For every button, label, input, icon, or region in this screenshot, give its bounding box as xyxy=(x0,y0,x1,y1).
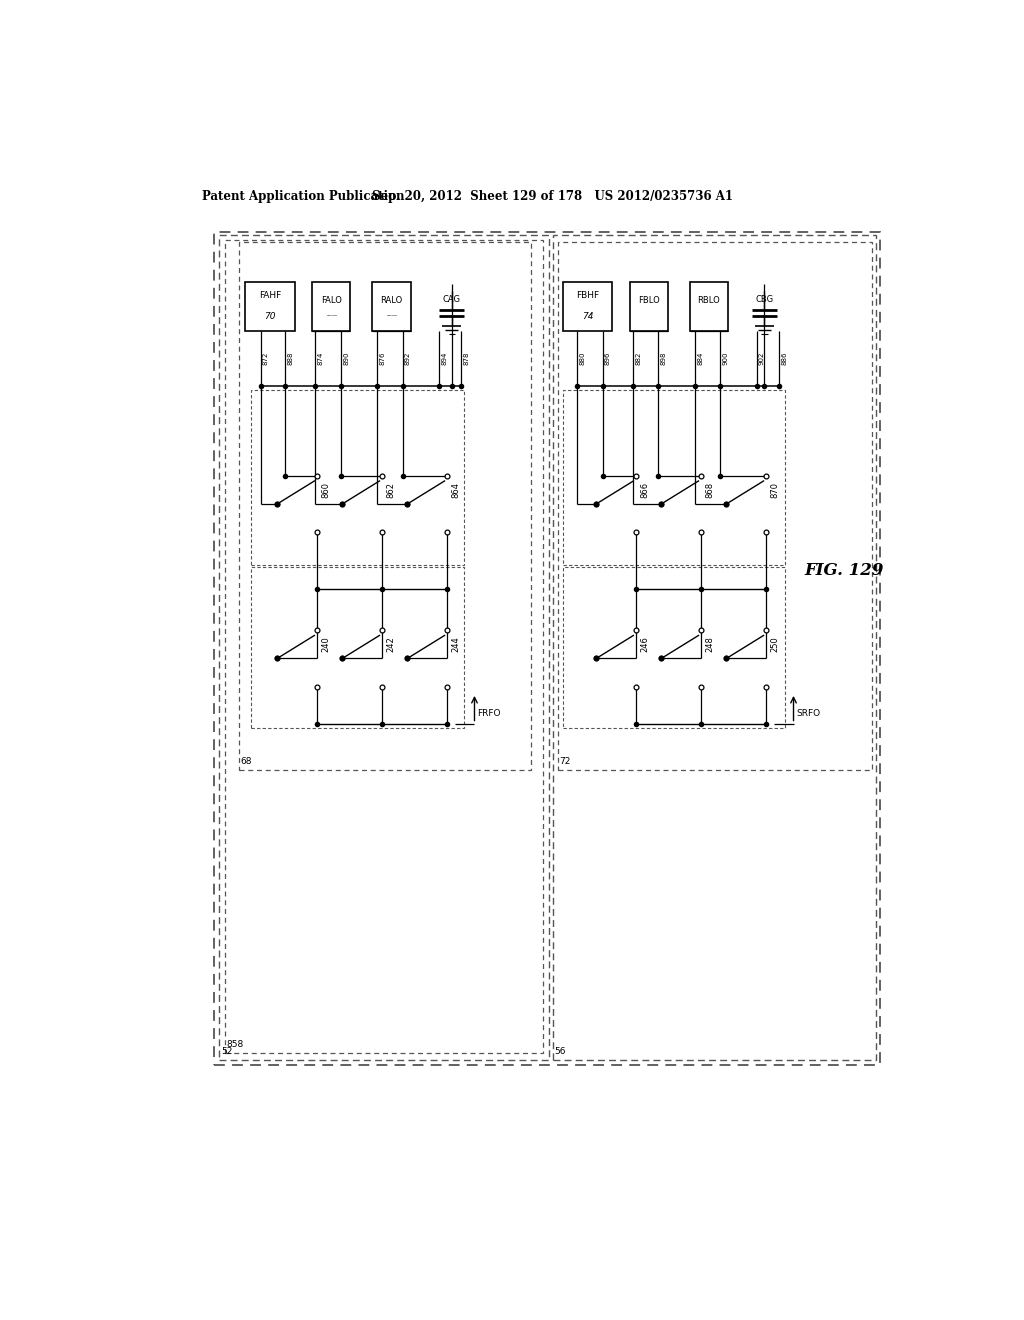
Text: 872: 872 xyxy=(263,352,269,366)
Bar xyxy=(251,391,464,565)
Text: 874: 874 xyxy=(317,352,324,366)
Bar xyxy=(553,235,877,1060)
Text: 52: 52 xyxy=(221,1047,232,1056)
Text: 864: 864 xyxy=(452,482,460,498)
Text: ‾‾‾‾: ‾‾‾‾ xyxy=(386,315,397,319)
Text: 884: 884 xyxy=(697,352,703,366)
Text: 74: 74 xyxy=(582,313,593,322)
Text: 246: 246 xyxy=(640,636,649,652)
Bar xyxy=(240,242,531,771)
Text: 890: 890 xyxy=(343,352,349,366)
Bar xyxy=(225,240,543,1053)
Text: 68: 68 xyxy=(241,758,252,766)
Text: 900: 900 xyxy=(722,352,728,366)
Text: FIG. 129: FIG. 129 xyxy=(805,561,885,578)
Text: 72: 72 xyxy=(560,758,571,766)
Text: 896: 896 xyxy=(605,352,611,366)
Bar xyxy=(558,242,872,771)
Text: FALO: FALO xyxy=(321,296,342,305)
Text: 902: 902 xyxy=(759,352,765,366)
Bar xyxy=(690,282,728,331)
Text: 866: 866 xyxy=(640,482,649,498)
Text: 868: 868 xyxy=(706,482,714,498)
Text: FRFO: FRFO xyxy=(477,709,501,718)
Text: 886: 886 xyxy=(781,352,787,366)
Text: 894: 894 xyxy=(441,352,447,366)
Bar xyxy=(246,282,295,331)
Text: FAHF: FAHF xyxy=(259,292,282,300)
Bar xyxy=(373,282,411,331)
Text: 882: 882 xyxy=(635,352,641,366)
Text: 878: 878 xyxy=(464,352,470,366)
Text: 242: 242 xyxy=(386,636,395,652)
Bar xyxy=(563,391,785,565)
Text: 892: 892 xyxy=(404,352,411,366)
Text: CAG: CAG xyxy=(442,294,461,304)
Text: ‾‾‾‾: ‾‾‾‾ xyxy=(326,315,337,319)
Text: FBHF: FBHF xyxy=(575,292,599,300)
Bar xyxy=(214,231,881,1065)
Text: 898: 898 xyxy=(660,352,667,366)
Text: CBG: CBG xyxy=(756,294,773,304)
Text: Patent Application Publication: Patent Application Publication xyxy=(202,190,404,202)
Text: 870: 870 xyxy=(770,482,779,498)
Text: SRFO: SRFO xyxy=(796,709,820,718)
Text: 876: 876 xyxy=(380,352,386,366)
Bar xyxy=(630,282,668,331)
Bar xyxy=(251,568,464,727)
Text: Sep. 20, 2012  Sheet 129 of 178   US 2012/0235736 A1: Sep. 20, 2012 Sheet 129 of 178 US 2012/0… xyxy=(372,190,733,202)
Text: 56: 56 xyxy=(554,1047,565,1056)
Text: FBLO: FBLO xyxy=(638,296,659,305)
Text: 248: 248 xyxy=(706,636,714,652)
Bar xyxy=(312,282,350,331)
Text: RALO: RALO xyxy=(380,296,402,305)
Text: 880: 880 xyxy=(580,352,586,366)
Text: 858: 858 xyxy=(226,1040,244,1049)
Text: 250: 250 xyxy=(770,636,779,652)
Bar xyxy=(563,282,612,331)
Bar xyxy=(219,235,549,1060)
Text: 244: 244 xyxy=(452,636,460,652)
Text: 70: 70 xyxy=(264,313,275,322)
Text: 860: 860 xyxy=(321,482,330,498)
Text: 862: 862 xyxy=(386,482,395,498)
Text: 240: 240 xyxy=(321,636,330,652)
Text: RBLO: RBLO xyxy=(697,296,720,305)
Bar xyxy=(563,568,785,727)
Text: 888: 888 xyxy=(288,352,294,366)
